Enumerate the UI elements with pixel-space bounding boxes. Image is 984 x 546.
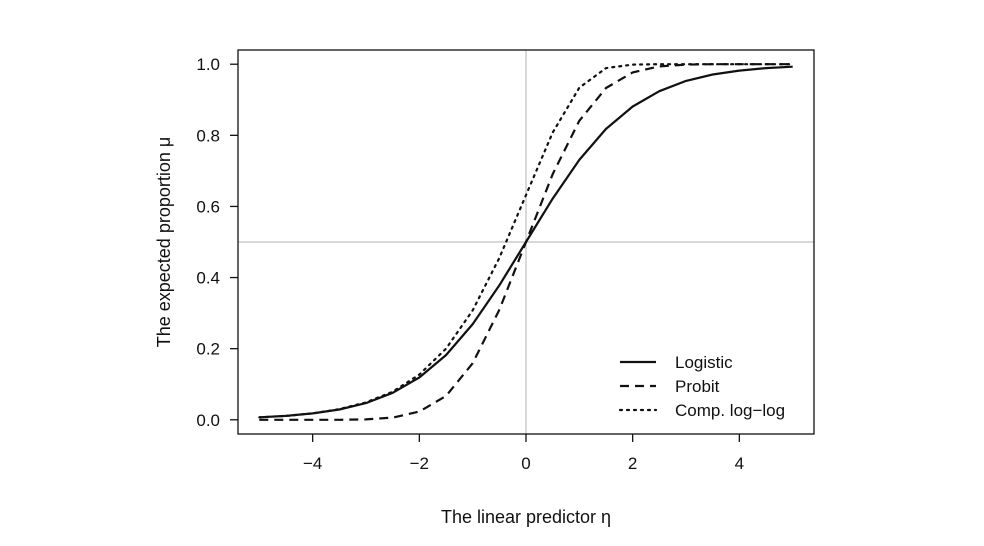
- y-tick-label: 0.2: [196, 340, 220, 359]
- y-tick-label: 0.0: [196, 411, 220, 430]
- legend-label: Logistic: [675, 353, 733, 372]
- y-axis: 0.0 0.2 0.4 0.6 0.8 1.0: [196, 55, 238, 430]
- x-tick-label: 2: [628, 454, 637, 473]
- y-tick-label: 0.8: [196, 126, 220, 145]
- series-layer: [258, 63, 794, 421]
- x-tick-label: 4: [735, 454, 744, 473]
- legend: Logistic Probit Comp. log−log: [618, 353, 785, 420]
- x-axis-title: The linear predictor η: [441, 507, 611, 527]
- legend-label: Probit: [675, 377, 720, 396]
- y-tick-label: 0.6: [196, 197, 220, 216]
- y-tick-label: 0.4: [196, 269, 220, 288]
- x-tick-label: −4: [303, 454, 322, 473]
- y-axis-title: The expected proportion μ: [154, 137, 174, 348]
- x-axis: −4 −2 0 2 4: [303, 434, 744, 473]
- series-line-dotted: [258, 63, 794, 419]
- y-tick-label: 1.0: [196, 55, 220, 74]
- x-tick-label: 0: [521, 454, 530, 473]
- x-tick-label: −2: [410, 454, 429, 473]
- series-line-dashed: [259, 63, 793, 421]
- legend-label: Comp. log−log: [675, 401, 785, 420]
